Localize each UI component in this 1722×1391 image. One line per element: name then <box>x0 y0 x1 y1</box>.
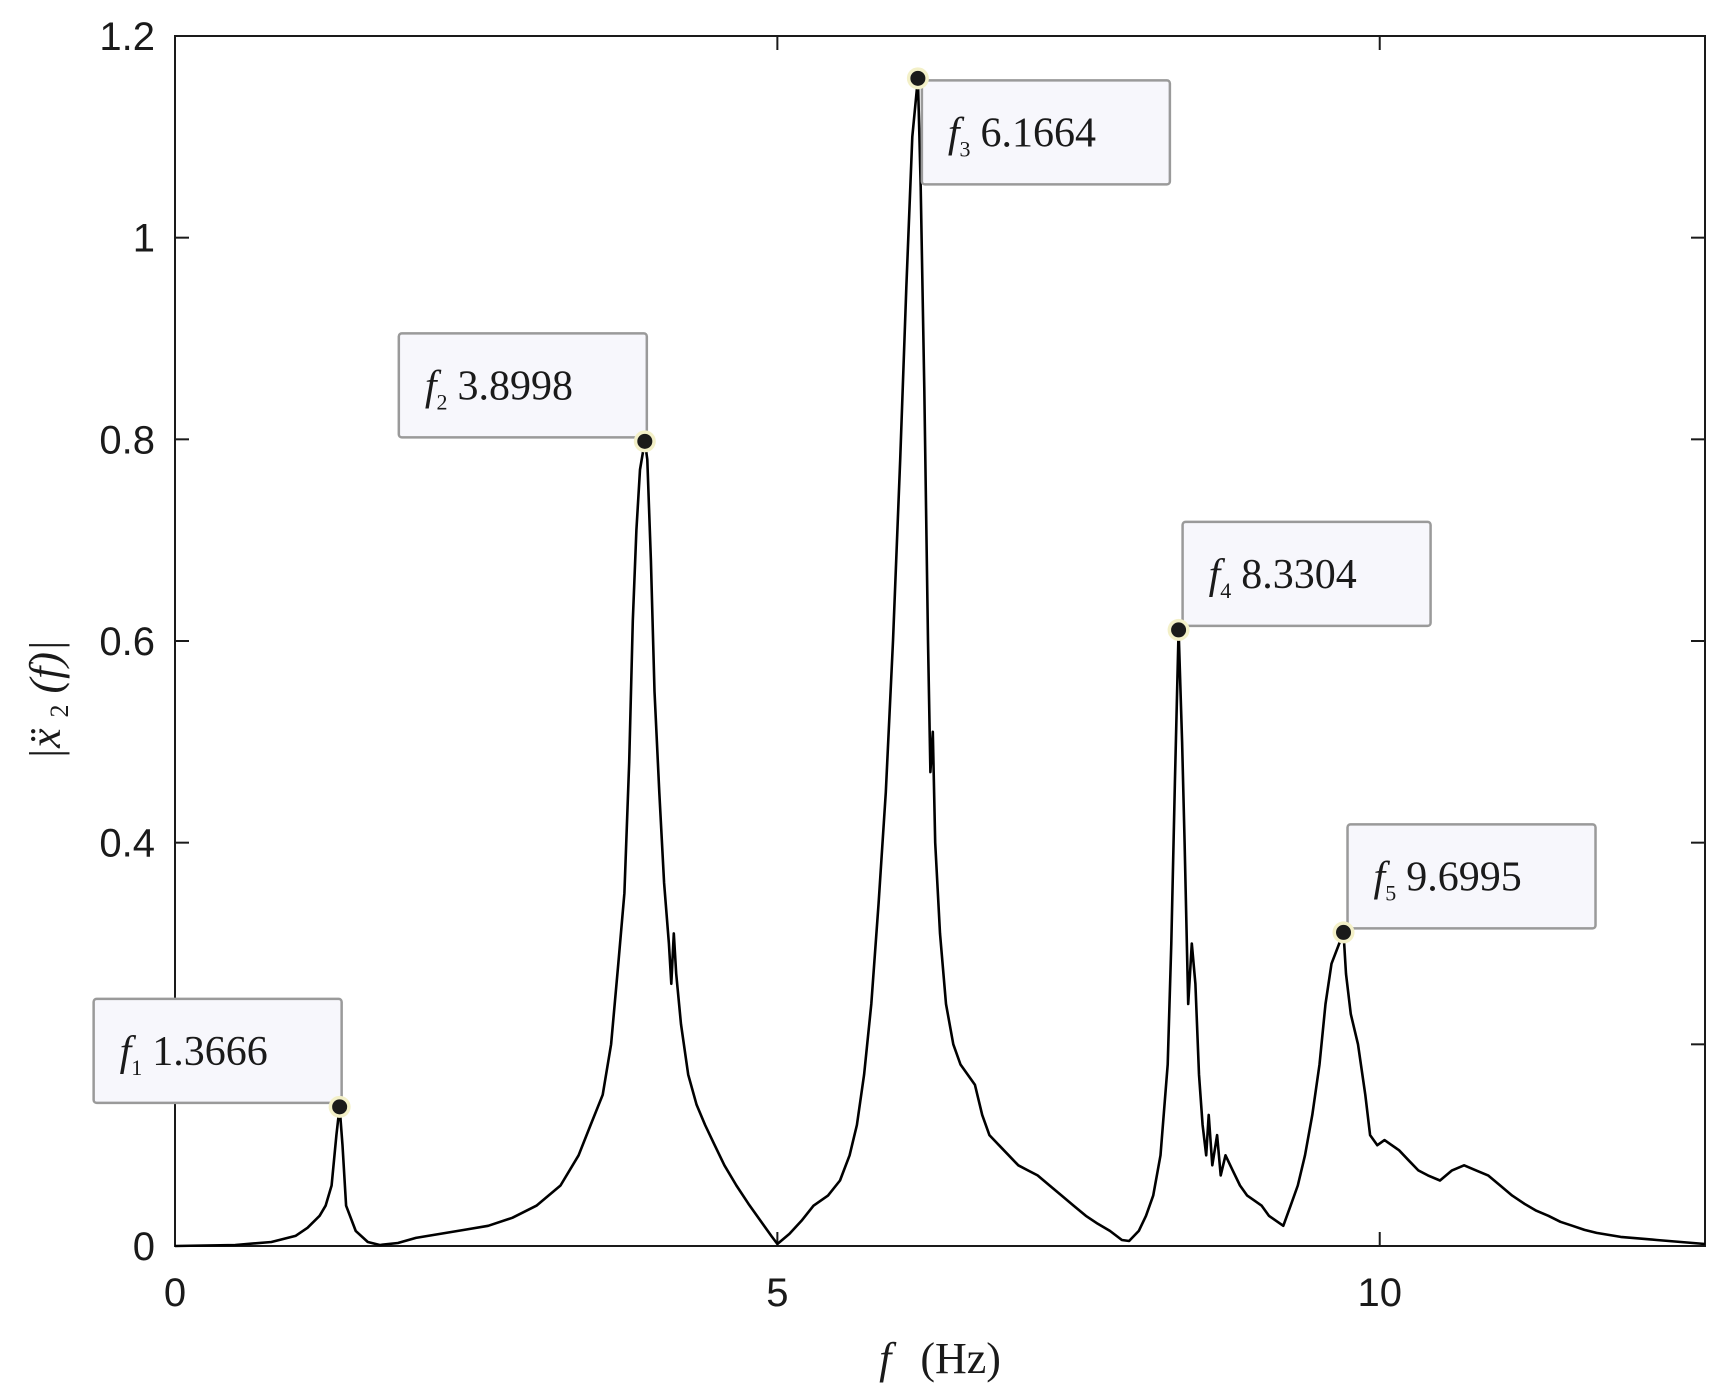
annotation-subscript: 5 <box>1385 880 1396 905</box>
peak-marker <box>332 1099 348 1115</box>
annotation-box <box>92 997 343 1105</box>
annotation-value: 8.3304 <box>1241 552 1357 598</box>
y-tick-label: 0 <box>133 1225 155 1269</box>
annotation-subscript: 2 <box>436 389 447 414</box>
annotation-value: 3.8998 <box>457 363 573 409</box>
y-axis-label-prefix: |ẍ <box>21 728 70 760</box>
annotation-value: 1.3666 <box>152 1029 268 1075</box>
y-axis-label-sub: 2 <box>45 705 74 718</box>
annotation-subscript: 1 <box>131 1055 142 1080</box>
peak-marker <box>1171 622 1187 638</box>
x-tick-label: 0 <box>164 1271 186 1315</box>
peak-annotation-5: f5 9.6995 <box>1332 823 1597 944</box>
peak-marker <box>1336 924 1352 940</box>
x-axis-symbol: f <box>879 1334 897 1383</box>
peak-marker <box>910 70 926 86</box>
series-line <box>174 77 1706 1248</box>
peak-marker <box>637 433 653 449</box>
annotation-label: f4 8.3304 <box>1209 552 1357 603</box>
annotation-box <box>920 79 1172 186</box>
x-tick-label: 10 <box>1357 1271 1402 1315</box>
x-axis-label: f (Hz) <box>879 1334 1001 1383</box>
y-axis-label: |ẍ 2 (f)| <box>21 640 78 760</box>
x-axis-unit: (Hz) <box>920 1334 1001 1383</box>
annotation-label: f2 3.8998 <box>425 363 573 414</box>
peak-annotation-2: f2 3.8998 <box>397 332 656 453</box>
y-tick-label: 0.6 <box>99 620 155 664</box>
plot-area <box>174 35 1706 1247</box>
annotation-subscript: 4 <box>1220 578 1231 603</box>
annotation-value: 9.6995 <box>1406 854 1522 900</box>
peak-annotation-4: f4 8.3304 <box>1167 520 1432 641</box>
annotation-box <box>1181 520 1432 628</box>
y-tick-label: 1 <box>133 217 155 261</box>
y-axis-label-suffix: (f)| <box>21 640 70 694</box>
y-tick-label: 0.8 <box>99 418 155 462</box>
annotation-box <box>1346 823 1597 930</box>
peak-annotation-1: f1 1.3666 <box>92 997 351 1118</box>
y-tick-label: 1.2 <box>99 15 155 59</box>
annotation-subscript: 3 <box>960 136 971 161</box>
peak-annotation-3: f3 6.1664 <box>906 67 1172 186</box>
axis-ticks <box>174 35 1705 1247</box>
annotation-value: 6.1664 <box>981 110 1097 156</box>
y-tick-label: 0.4 <box>99 822 155 866</box>
x-tick-label: 5 <box>766 1271 788 1315</box>
annotation-box <box>397 332 649 439</box>
annotation-label: f3 6.1664 <box>948 110 1096 161</box>
axis-tick-labels: 0 5 10 0 0.4 0.6 0.8 1 1.2 <box>99 15 1402 1315</box>
